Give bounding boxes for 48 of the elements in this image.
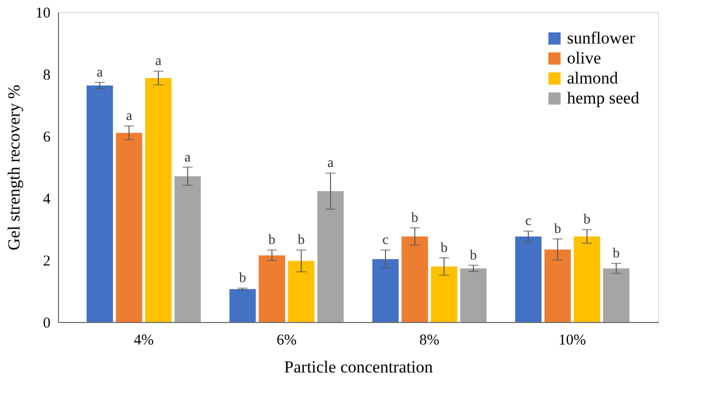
bar [544, 249, 571, 322]
data-label: b [298, 233, 305, 248]
bar [372, 259, 399, 322]
y-tick-label: 10 [36, 6, 50, 22]
bar [430, 266, 458, 322]
data-label: b [411, 210, 418, 226]
bar [145, 78, 172, 322]
bar [116, 132, 142, 322]
y-tick-label: 6 [43, 130, 51, 146]
legend-label: olive [567, 48, 601, 68]
data-label: b [554, 222, 562, 237]
bar [402, 236, 428, 322]
bar [258, 255, 286, 322]
data-label: a [155, 54, 162, 70]
bar [317, 191, 344, 322]
data-label: b [440, 240, 448, 256]
data-label: a [126, 109, 133, 124]
data-label: a [96, 65, 104, 80]
data-label: a [327, 156, 334, 172]
y-axis-title: Gel strength recovery % [4, 84, 24, 250]
data-label: b [612, 246, 620, 262]
bar [574, 236, 600, 322]
data-label: b [268, 233, 276, 248]
bar [288, 260, 314, 322]
bar [86, 85, 113, 322]
data-label: c [525, 214, 532, 230]
x-tick-label: 6% [276, 332, 297, 348]
data-label: b [583, 212, 590, 228]
y-tick-label: 0 [43, 316, 50, 332]
data-label: c [382, 233, 389, 248]
data-label: b [470, 248, 477, 264]
legend-label: sunflower [567, 28, 636, 48]
x-tick-label: 4% [134, 332, 154, 348]
y-tick-label: 8 [43, 68, 50, 84]
y-tick-label: 2 [43, 254, 50, 270]
bar [174, 176, 201, 322]
x-axis-title: Particle concentration [284, 358, 434, 376]
bar [460, 268, 487, 322]
data-label: b [239, 271, 246, 286]
x-tick-label: 10% [558, 332, 586, 348]
bar [229, 289, 256, 322]
legend-label: hemp seed [567, 88, 640, 108]
legend-label: almond [567, 68, 618, 88]
y-tick-label: 4 [43, 192, 51, 208]
bar [515, 236, 542, 322]
x-tick-label: 8% [419, 332, 440, 348]
bar [603, 268, 630, 322]
data-label: a [184, 150, 192, 166]
